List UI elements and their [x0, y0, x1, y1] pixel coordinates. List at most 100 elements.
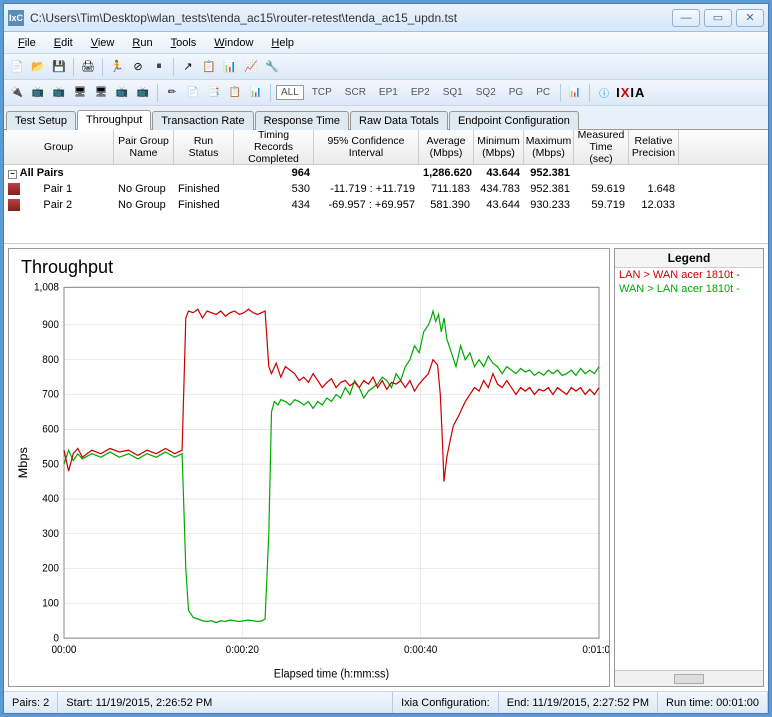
f4-icon[interactable]: 🖥	[71, 84, 89, 102]
tab-test-setup[interactable]: Test Setup	[6, 111, 76, 130]
tab-raw-data[interactable]: Raw Data Totals	[350, 111, 448, 130]
filter-all[interactable]: ALL	[276, 85, 304, 100]
col-header[interactable]: Group	[4, 130, 114, 164]
f11-icon[interactable]: 📋	[226, 84, 244, 102]
filter-pc[interactable]: PC	[531, 85, 555, 100]
filter-ep1[interactable]: EP1	[374, 85, 403, 100]
tab-endpoint-config[interactable]: Endpoint Configuration	[449, 111, 579, 130]
col-header[interactable]: 95% Confidence Interval	[314, 130, 419, 164]
f9-icon[interactable]: 📄	[184, 84, 202, 102]
app-icon: IxC	[8, 10, 24, 26]
legend-item[interactable]: LAN > WAN acer 1810t -	[615, 268, 763, 282]
f8-icon[interactable]: ✏	[163, 84, 181, 102]
menu-view[interactable]: View	[83, 35, 123, 51]
tabstrip: Test Setup Throughput Transaction Rate R…	[4, 106, 768, 130]
svg-text:0: 0	[53, 633, 59, 644]
chart-area: Throughput 01002003004005006007008009001…	[4, 244, 768, 691]
legend-panel: Legend LAN > WAN acer 1810t -WAN > LAN a…	[614, 248, 764, 687]
svg-text:700: 700	[42, 389, 59, 400]
minimize-button[interactable]: ―	[672, 9, 700, 27]
titlebar[interactable]: IxC C:\Users\Tim\Desktop\wlan_tests\tend…	[4, 4, 768, 32]
save-icon[interactable]: 💾	[50, 58, 68, 76]
ixia-logo: IXIA	[616, 85, 645, 100]
svg-text:200: 200	[42, 563, 59, 574]
legend-item[interactable]: WAN > LAN acer 1810t -	[615, 282, 763, 296]
table-row[interactable]: Pair 2No GroupFinished434-69.957 : +69.9…	[4, 197, 768, 213]
filter-scr[interactable]: SCR	[340, 85, 371, 100]
stop-icon[interactable]: ⊘	[129, 58, 147, 76]
f1-icon[interactable]: 🔌	[8, 84, 26, 102]
grid-row-allpairs[interactable]: − All Pairs9641,286.62043.644952.381	[4, 165, 768, 181]
svg-text:400: 400	[42, 494, 59, 505]
legend-title: Legend	[615, 249, 763, 268]
open-icon[interactable]: 📂	[29, 58, 47, 76]
info-icon[interactable]: ⓘ	[595, 84, 613, 102]
filter-sq2[interactable]: SQ2	[471, 85, 501, 100]
f2-icon[interactable]: 📺	[29, 84, 47, 102]
tool4-icon[interactable]: 📈	[242, 58, 260, 76]
menu-window[interactable]: Window	[206, 35, 261, 51]
svg-text:00:00: 00:00	[51, 645, 76, 656]
col-header[interactable]: Average (Mbps)	[419, 130, 474, 164]
menu-file[interactable]: File	[10, 35, 44, 51]
svg-text:300: 300	[42, 529, 59, 540]
svg-text:100: 100	[42, 598, 59, 609]
svg-text:600: 600	[42, 424, 59, 435]
toolbar-main: 📄 📂 💾 🖨 🏃 ⊘ ⏸ ↗ 📋 📊 📈 🔧	[4, 54, 768, 80]
tab-response-time[interactable]: Response Time	[255, 111, 349, 130]
chart-title: Throughput	[9, 249, 609, 282]
status-runtime: Run time: 00:01:00	[658, 692, 768, 713]
col-header[interactable]: Maximum (Mbps)	[524, 130, 574, 164]
svg-text:900: 900	[42, 320, 59, 331]
f5-icon[interactable]: 🖥	[92, 84, 110, 102]
tab-throughput[interactable]: Throughput	[77, 110, 151, 130]
f7-icon[interactable]: 📺	[134, 84, 152, 102]
maximize-button[interactable]: ▭	[704, 9, 732, 27]
toolbar-filters: 🔌 📺 📺 🖥 🖥 📺 📺 ✏ 📄 📑 📋 📊 ALL TCP SCR EP1 …	[4, 80, 768, 106]
menu-run[interactable]: Run	[124, 35, 160, 51]
f6-icon[interactable]: 📺	[113, 84, 131, 102]
throughput-chart: 01002003004005006007008009001,00800:000:…	[9, 282, 609, 686]
col-header[interactable]: Measured Time (sec)	[574, 130, 629, 164]
col-header[interactable]: Pair Group Name	[114, 130, 174, 164]
tab-transaction-rate[interactable]: Transaction Rate	[152, 111, 253, 130]
filter-sq1[interactable]: SQ1	[438, 85, 468, 100]
col-header[interactable]: Relative Precision	[629, 130, 679, 164]
svg-text:Mbps: Mbps	[16, 447, 30, 478]
tool2-icon[interactable]: 📋	[200, 58, 218, 76]
col-header[interactable]: Minimum (Mbps)	[474, 130, 524, 164]
close-button[interactable]: ✕	[736, 9, 764, 27]
menu-tools[interactable]: Tools	[163, 35, 205, 51]
f10-icon[interactable]: 📑	[205, 84, 223, 102]
filter-ep2[interactable]: EP2	[406, 85, 435, 100]
menu-help[interactable]: Help	[263, 35, 302, 51]
table-row[interactable]: Pair 1No GroupFinished530-11.719 : +11.7…	[4, 181, 768, 197]
f13-icon[interactable]: 📊	[566, 84, 584, 102]
print-icon[interactable]: 🖨	[79, 58, 97, 76]
f3-icon[interactable]: 📺	[50, 84, 68, 102]
filter-pg[interactable]: PG	[504, 85, 528, 100]
legend-scrollbar[interactable]	[615, 670, 763, 686]
pause-icon[interactable]: ⏸	[150, 58, 168, 76]
menu-edit[interactable]: Edit	[46, 35, 81, 51]
svg-text:Elapsed time (h:mm:ss): Elapsed time (h:mm:ss)	[274, 668, 390, 680]
window-title: C:\Users\Tim\Desktop\wlan_tests\tenda_ac…	[30, 11, 672, 25]
status-end: End: 11/19/2015, 2:27:52 PM	[499, 692, 658, 713]
filter-tcp[interactable]: TCP	[307, 85, 337, 100]
svg-text:800: 800	[42, 355, 59, 366]
tool3-icon[interactable]: 📊	[221, 58, 239, 76]
col-header[interactable]: Timing Records Completed	[234, 130, 314, 164]
tool5-icon[interactable]: 🔧	[263, 58, 281, 76]
tool1-icon[interactable]: ↗	[179, 58, 197, 76]
f12-icon[interactable]: 📊	[247, 84, 265, 102]
svg-text:0:00:20: 0:00:20	[226, 645, 260, 656]
run-icon[interactable]: 🏃	[108, 58, 126, 76]
status-pairs: Pairs: 2	[4, 692, 58, 713]
svg-text:1,008: 1,008	[34, 282, 59, 293]
svg-text:0:01:00: 0:01:00	[582, 645, 609, 656]
grid-header: GroupPair Group NameRun StatusTiming Rec…	[4, 130, 768, 165]
menubar: File Edit View Run Tools Window Help	[4, 32, 768, 54]
statusbar: Pairs: 2 Start: 11/19/2015, 2:26:52 PM I…	[4, 691, 768, 713]
new-icon[interactable]: 📄	[8, 58, 26, 76]
col-header[interactable]: Run Status	[174, 130, 234, 164]
